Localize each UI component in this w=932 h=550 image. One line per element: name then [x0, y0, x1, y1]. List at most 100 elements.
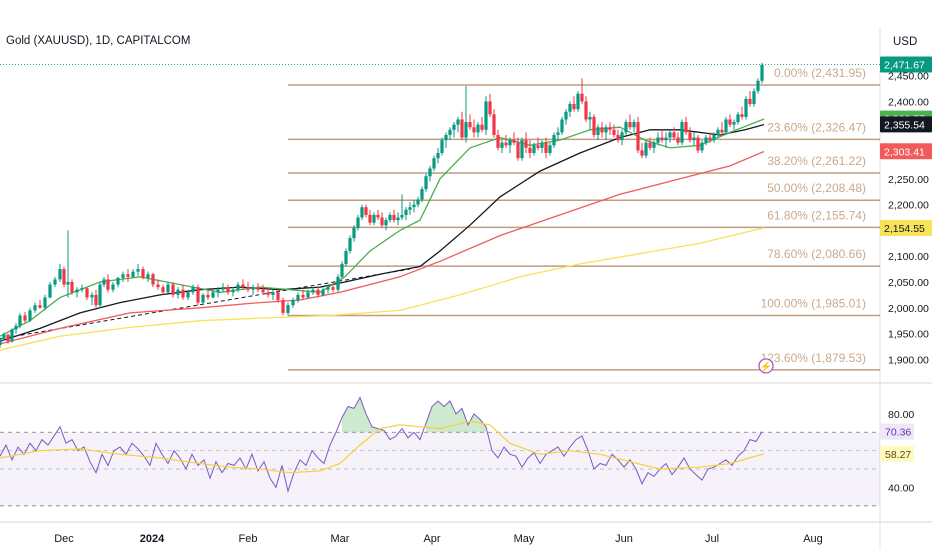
candle-body	[416, 199, 420, 205]
candle-body	[396, 217, 400, 221]
candle-body	[75, 289, 79, 293]
candle-body	[732, 122, 736, 125]
fib-level-label: 100.00% (1,985.01)	[761, 297, 866, 311]
candle-body	[211, 292, 215, 298]
fib-level-label: 23.60% (2,326.47)	[767, 120, 866, 134]
candle-body	[440, 140, 444, 154]
price-badge-label: 2,154.55	[884, 223, 925, 235]
candle-body	[356, 217, 360, 228]
candle-body	[584, 101, 588, 120]
candle-body	[744, 98, 748, 117]
candle-body	[476, 124, 480, 133]
candle-body	[206, 294, 210, 298]
candle-body	[380, 217, 384, 226]
candle-body	[704, 137, 708, 143]
time-tick-label: Jul	[705, 533, 719, 545]
candle-body	[388, 214, 392, 221]
candle-body	[276, 292, 280, 301]
candle-body	[261, 289, 265, 293]
fib-level-label: 78.60% (2,080.66)	[767, 247, 866, 261]
rsi-tick-label: 80.00	[888, 409, 914, 421]
price-badge	[880, 143, 932, 160]
candle-body	[524, 140, 528, 148]
price-tick-label: 1,950.00	[888, 329, 929, 341]
symbol-title: Gold (XAUUSD), 1D, CAPITALCOM	[6, 35, 191, 47]
candle-body	[552, 134, 556, 146]
candle-body	[484, 101, 488, 130]
price-badge-label: 2,471.67	[884, 59, 925, 71]
candle-body	[428, 168, 432, 177]
moving-average-line	[0, 150, 765, 345]
candle-body	[348, 238, 352, 252]
candle-body	[460, 119, 464, 138]
candle-body	[664, 137, 668, 141]
candle-body	[688, 132, 692, 141]
candle-body	[131, 271, 135, 277]
moving-average-line	[0, 123, 765, 342]
candle-body	[596, 127, 600, 135]
candle-body	[652, 142, 656, 148]
candle-body	[58, 269, 62, 280]
candle-body	[156, 284, 160, 288]
candle-body	[632, 122, 636, 128]
candle-body	[656, 137, 660, 143]
candle-body	[488, 101, 492, 115]
candle-body	[756, 80, 760, 92]
candle-body	[600, 127, 604, 133]
candle-body	[2, 334, 6, 339]
candle-body	[672, 132, 676, 138]
candle-body	[528, 147, 532, 154]
rsi-tick-label: 40.00	[888, 482, 914, 494]
candle-body	[508, 140, 512, 146]
price-tick-label: 2,200.00	[888, 200, 929, 212]
candle-body	[516, 142, 520, 159]
time-tick-label: Jun	[615, 533, 633, 545]
candle-body	[6, 334, 10, 342]
candle-body	[608, 127, 612, 130]
candle-body	[504, 142, 508, 146]
candle-body	[236, 284, 240, 290]
candle-body	[336, 276, 340, 290]
candle-body	[408, 207, 412, 210]
candle-body	[432, 158, 436, 169]
candles-layer[interactable]	[0, 62, 764, 349]
candle-body	[620, 132, 624, 141]
price-tick-label: 2,250.00	[888, 174, 929, 186]
candle-body	[221, 287, 225, 290]
candle-body	[94, 294, 98, 306]
candle-body	[352, 227, 356, 239]
rsi-line	[0, 396, 763, 493]
time-tick-label: Aug	[803, 533, 823, 545]
candle-body	[176, 289, 180, 295]
candle-body	[28, 310, 32, 321]
candle-body	[136, 269, 140, 272]
fib-level-label: 0.00% (2,431.95)	[774, 66, 866, 80]
price-tick-label: 2,400.00	[888, 96, 929, 108]
candle-body	[540, 142, 544, 148]
fibonacci-layer: 0.00% (2,431.95) 23.60% (2,326.47) 38.20% …	[288, 66, 880, 374]
candle-body	[384, 220, 388, 226]
candle-body	[692, 137, 696, 141]
candle-body	[90, 294, 94, 298]
candle-body	[736, 114, 740, 123]
rsi-ma-line	[0, 420, 765, 474]
candle-body	[38, 305, 42, 308]
fib-level-label: 61.80% (2,155.74)	[767, 208, 866, 222]
time-tick-label: 2024	[140, 533, 165, 545]
rsi-badge	[880, 423, 914, 440]
candle-body	[448, 129, 452, 135]
candle-body	[43, 297, 47, 308]
candle-body	[66, 281, 70, 285]
candle-body	[340, 263, 344, 277]
rsi-overbought-fill	[342, 397, 384, 433]
time-tick-label: Dec	[54, 533, 74, 545]
candle-body	[344, 251, 348, 264]
candle-body	[376, 214, 380, 218]
candle-body	[636, 122, 640, 151]
candle-body	[246, 287, 250, 290]
candle-body	[720, 129, 724, 133]
candle-body	[680, 122, 684, 143]
candle-body	[256, 287, 260, 290]
candle-body	[286, 305, 290, 313]
